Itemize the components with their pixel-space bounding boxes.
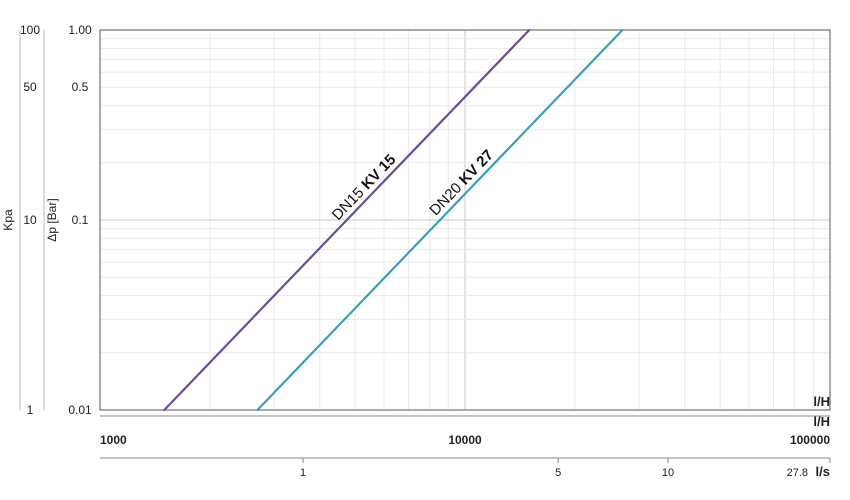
x-primary-unit-label: l/H bbox=[813, 414, 830, 429]
x-primary-unit: l/H bbox=[813, 394, 830, 409]
x-primary-tick: 1000 bbox=[100, 433, 127, 447]
x-secondary-tick: 1 bbox=[300, 467, 306, 479]
y-bar-tick: 0.1 bbox=[72, 213, 89, 227]
y-kpa-tick: 100 bbox=[20, 23, 40, 37]
x-secondary-unit-label: l/s bbox=[816, 464, 830, 479]
chart-svg: DN15 KV 15 DN20 KV 27 1 10 50 100 0.01 0.1 0.5 1.… bbox=[0, 0, 850, 500]
y-bar-tick: 0.5 bbox=[72, 80, 89, 94]
series-label-dn20: DN20 KV 27 bbox=[426, 147, 497, 220]
x-secondary-tick: 10 bbox=[662, 467, 674, 479]
x-secondary-tick: 27.8 bbox=[787, 467, 808, 479]
y-axis-title-bar: Δp [Bar] bbox=[45, 198, 59, 241]
x-secondary-tick: 5 bbox=[555, 467, 561, 479]
y-axis-title-kpa: Kpa bbox=[1, 209, 15, 231]
x-primary-tick: 10000 bbox=[448, 433, 482, 447]
y-kpa-tick: 50 bbox=[23, 80, 37, 94]
pressure-drop-chart: DN15 KV 15 DN20 KV 27 1 10 50 100 0.01 0.1 0.5 1.… bbox=[0, 0, 850, 500]
y-kpa-tick: 1 bbox=[27, 403, 34, 417]
y-kpa-tick: 10 bbox=[23, 213, 37, 227]
x-primary-tick: 100000 bbox=[790, 433, 830, 447]
y-bar-tick: 1.00 bbox=[68, 23, 92, 37]
series-label-dn15: DN15 KV 15 bbox=[329, 151, 400, 224]
grid bbox=[100, 30, 830, 410]
y-bar-tick: 0.01 bbox=[68, 403, 92, 417]
